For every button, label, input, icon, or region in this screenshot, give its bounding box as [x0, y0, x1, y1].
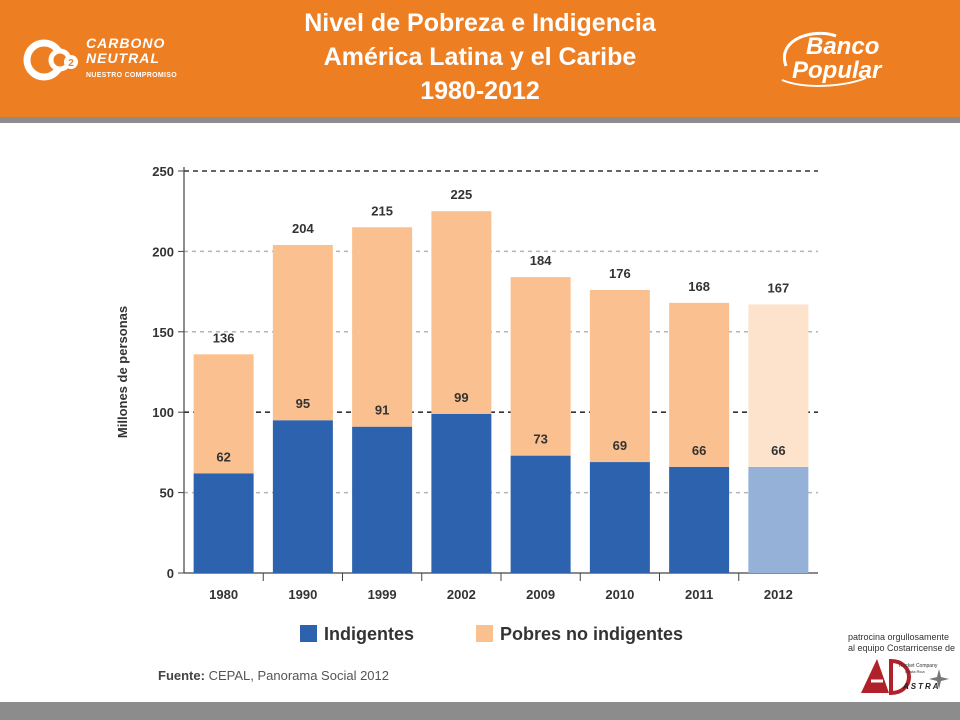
inner-value-label: 66	[771, 443, 785, 458]
y-tick-label: 0	[167, 566, 174, 581]
sponsor-line-1: patrocina orgullosamente	[848, 632, 950, 642]
bar-indigentes	[748, 466, 809, 573]
sponsor-line-2: al equipo Costarricense de	[848, 643, 956, 653]
bar-pobres-no-indigentes	[589, 289, 650, 463]
banco-text: Banco	[806, 33, 880, 60]
header-bar	[0, 0, 960, 117]
banco-popular-logo: Banco Popular	[781, 30, 942, 90]
inner-value-label: 69	[613, 438, 627, 453]
inner-value-label: 62	[216, 449, 230, 464]
y-tick-label: 50	[160, 486, 174, 501]
swoosh-icon	[781, 31, 867, 87]
neutral-text: NEUTRAL	[86, 50, 160, 66]
bar-pobres-no-indigentes	[748, 304, 809, 467]
inner-value-label: 91	[375, 403, 389, 418]
bar-indigentes	[272, 420, 333, 573]
legend-swatch	[300, 625, 317, 642]
x-tick-label: 2011	[685, 587, 713, 602]
inner-value-label: 95	[296, 396, 310, 411]
legend-label: Indigentes	[324, 624, 414, 644]
bar-indigentes	[510, 455, 571, 573]
title-line-1: Nivel de Pobreza e Indigencia	[304, 9, 656, 37]
header-divider	[0, 117, 960, 123]
total-value-label: 215	[371, 203, 393, 218]
total-value-label: 167	[768, 280, 790, 295]
popular-text: Popular	[792, 57, 882, 84]
bar-pobres-no-indigentes	[510, 277, 571, 456]
source-note: Fuente: CEPAL, Panorama Social 2012	[158, 668, 389, 683]
footer-bar	[0, 702, 960, 720]
poverty-chart: 0 50 100 150 200 250 Millones de personas 62 136…	[115, 164, 818, 644]
y-axis-label: Millones de personas	[115, 306, 130, 438]
title-line-2: América Latina y el Caribe	[323, 43, 637, 71]
inner-value-label: 99	[454, 390, 468, 405]
bar-pobres-no-indigentes	[669, 302, 730, 467]
total-value-label: 225	[451, 187, 473, 202]
y-tick-label: 100	[152, 405, 174, 420]
x-tick-label: 1980	[209, 587, 238, 602]
bar-pobres-no-indigentes	[431, 211, 492, 414]
carbono-neutral-logo: 2 CARBONO NEUTRAL NUESTRO COMPROMISO	[22, 30, 212, 90]
x-tick-label: 2009	[526, 587, 555, 602]
bar-pobres-no-indigentes	[272, 244, 333, 421]
y-tick-label: 250	[152, 164, 174, 179]
x-tick-label: 1999	[368, 587, 397, 602]
legend-label: Pobres no indigentes	[500, 624, 683, 644]
total-value-label: 168	[688, 279, 710, 294]
carbono-text: CARBONO	[86, 35, 166, 51]
astra-logo: Rocket Company Costa Rica ASTRA	[861, 658, 949, 696]
bar-indigentes	[352, 426, 413, 573]
co2-badge: 2	[68, 58, 74, 69]
nuestro-compromiso-text: NUESTRO COMPROMISO	[86, 72, 177, 79]
inner-value-label: 66	[692, 443, 706, 458]
bar-indigentes	[431, 413, 492, 573]
sponsor-note: patrocina orgullosamente al equipo Costa…	[848, 632, 958, 654]
bar-pobres-no-indigentes	[193, 354, 254, 474]
total-value-label: 204	[292, 221, 314, 236]
astra-sub-1: Rocket Company	[899, 663, 938, 669]
bar-indigentes	[669, 466, 730, 573]
x-tick-label: 1990	[288, 587, 317, 602]
source-text: CEPAL, Panorama Social 2012	[204, 668, 389, 683]
total-value-label: 184	[530, 253, 552, 268]
bar-indigentes	[193, 473, 254, 573]
co2-icon: 2	[23, 39, 78, 81]
total-value-label: 136	[213, 330, 235, 345]
x-tick-label: 2010	[605, 587, 634, 602]
inner-value-label: 73	[533, 432, 547, 447]
y-tick-label: 200	[152, 244, 174, 259]
x-tick-label: 2002	[447, 587, 476, 602]
total-value-label: 176	[609, 266, 631, 281]
astra-sub-2: Costa Rica	[905, 669, 925, 674]
source-label: Fuente:	[158, 668, 205, 683]
y-tick-label: 150	[152, 325, 174, 340]
bar-pobres-no-indigentes	[352, 227, 413, 427]
title-line-3: 1980-2012	[420, 77, 540, 105]
astra-text: ASTRA	[902, 682, 941, 691]
bar-indigentes	[589, 462, 650, 573]
page-title: Nivel de Pobreza e Indigencia América La…	[200, 6, 760, 108]
x-tick-label: 2012	[764, 587, 793, 602]
legend-swatch	[476, 625, 493, 642]
